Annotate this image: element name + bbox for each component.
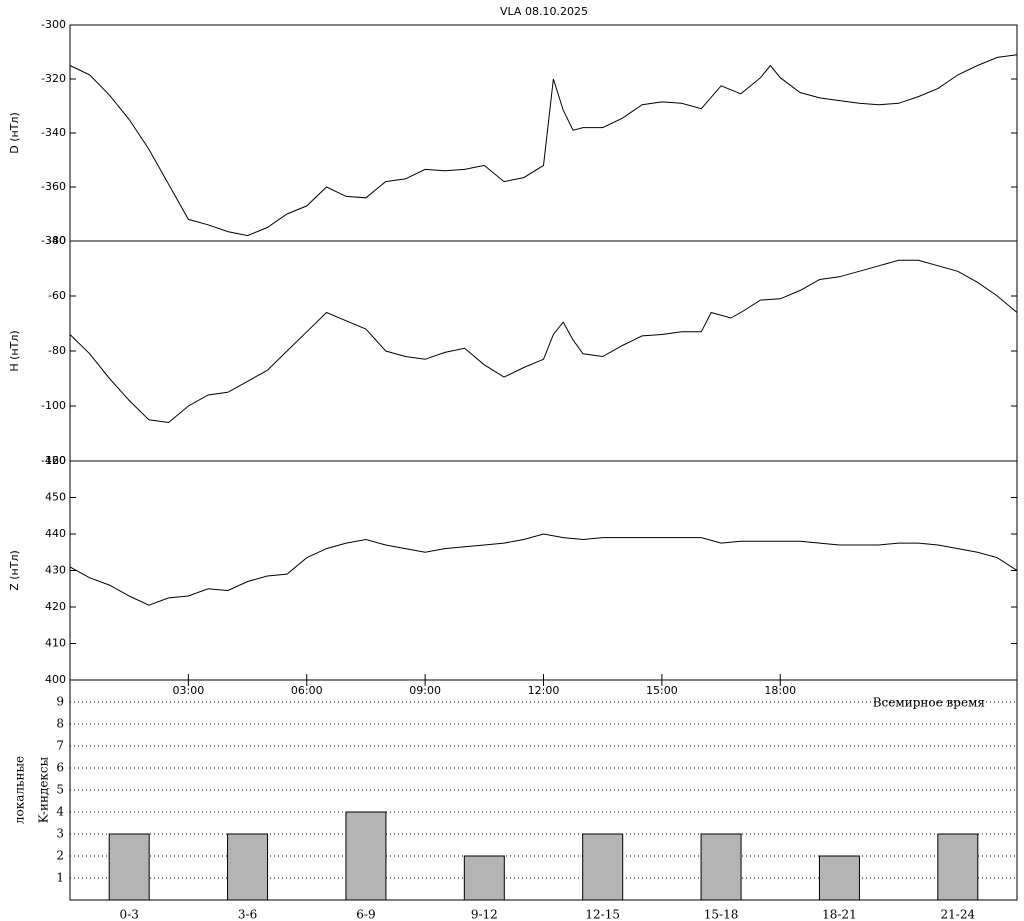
y-tick-label: 2 xyxy=(56,849,64,863)
y-tick-label: -320 xyxy=(41,72,66,85)
y-axis-label: локальные xyxy=(13,756,27,824)
y-tick-label: 450 xyxy=(45,491,66,504)
y-tick-label: 9 xyxy=(56,695,64,709)
bar xyxy=(463,855,505,901)
bar xyxy=(582,833,624,901)
y-tick-label: -40 xyxy=(48,234,66,247)
y-tick-label: -60 xyxy=(48,289,66,302)
y-tick-label: -340 xyxy=(41,126,66,139)
data-line xyxy=(69,533,1018,606)
y-tick-label: 400 xyxy=(45,673,66,686)
y-tick-label: -80 xyxy=(48,344,66,357)
y-tick-label: 440 xyxy=(45,527,66,540)
y-tick-label: 410 xyxy=(45,637,66,650)
y-tick-label: 460 xyxy=(45,454,66,467)
y-tick-label: -120 xyxy=(41,454,66,467)
x-tick-label: 6-9 xyxy=(356,908,375,921)
y-axis-label: Z (нТл) xyxy=(8,550,21,591)
x-tick-label: 06:00 xyxy=(291,684,323,697)
y-tick-label: 1 xyxy=(56,871,64,885)
x-tick-label: 18:00 xyxy=(764,684,796,697)
y-tick-label: 6 xyxy=(56,761,64,775)
y-tick-label: 5 xyxy=(56,783,64,797)
y-axis-label: D (нТл) xyxy=(8,112,21,154)
y-axis-label: K-индексы xyxy=(37,756,51,823)
x-axis-label: Всемирное время xyxy=(873,696,985,710)
x-tick-label: 9-12 xyxy=(471,908,498,921)
y-tick-label: -360 xyxy=(41,180,66,193)
x-tick-label: 12-15 xyxy=(585,908,620,921)
x-tick-label: 18-21 xyxy=(822,908,857,921)
x-tick-label: 15-18 xyxy=(704,908,739,921)
x-tick-label: 12:00 xyxy=(528,684,560,697)
bar xyxy=(227,833,269,901)
x-tick-label: 21-24 xyxy=(941,908,976,921)
y-tick-label: -380 xyxy=(41,234,66,247)
bar xyxy=(108,833,150,901)
bar xyxy=(345,811,387,901)
y-axis-label: H (нТл) xyxy=(8,330,21,371)
y-tick-label: 8 xyxy=(56,717,64,731)
y-tick-label: -100 xyxy=(41,399,66,412)
x-tick-label: 0-3 xyxy=(120,908,139,921)
y-tick-label: 3 xyxy=(56,827,64,841)
x-tick-label: 15:00 xyxy=(646,684,678,697)
x-tick-label: 3-6 xyxy=(238,908,257,921)
y-tick-label: 430 xyxy=(45,564,66,577)
x-tick-label: 09:00 xyxy=(409,684,441,697)
y-tick-label: 7 xyxy=(56,739,64,753)
panel-frame xyxy=(69,24,1018,242)
y-tick-label: 4 xyxy=(56,805,64,819)
bar xyxy=(700,833,742,901)
panel-frame xyxy=(69,240,1018,462)
bar xyxy=(818,855,860,901)
panel-frame xyxy=(69,460,1018,681)
y-tick-label: 420 xyxy=(45,600,66,613)
x-tick-label: 03:00 xyxy=(173,684,205,697)
y-tick-label: -300 xyxy=(41,18,66,31)
bar xyxy=(937,833,979,901)
data-line xyxy=(69,259,1018,424)
chart-title: VLA 08.10.2025 xyxy=(500,5,588,18)
data-line xyxy=(69,54,1018,237)
